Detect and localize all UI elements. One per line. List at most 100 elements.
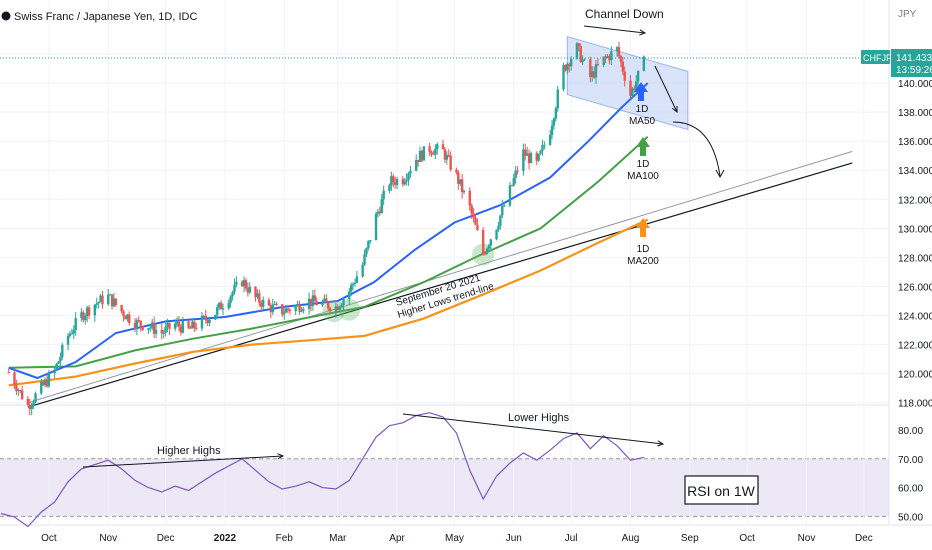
candle-bear bbox=[7, 372, 10, 374]
time-tick-label: 2022 bbox=[214, 533, 237, 544]
ma100-line bbox=[8, 136, 649, 369]
candle-bear bbox=[204, 315, 207, 320]
ma100-label-line1: 1D bbox=[637, 159, 650, 170]
candle-bull bbox=[382, 190, 385, 200]
candle-bear bbox=[474, 217, 477, 225]
candle-bear bbox=[460, 179, 464, 193]
price-tick-label: 136.000 bbox=[898, 137, 932, 148]
candle-bear bbox=[336, 306, 339, 310]
candle-bear bbox=[476, 224, 479, 230]
candle-bear bbox=[114, 298, 118, 306]
candle-bear bbox=[28, 404, 31, 410]
candle-bull bbox=[365, 248, 368, 255]
candle-bull bbox=[489, 239, 493, 246]
rsi-tick-label: 60.00 bbox=[898, 484, 923, 495]
candle-bear bbox=[468, 190, 471, 206]
time-tick-label: Sep bbox=[681, 533, 699, 544]
time-tick-label: Nov bbox=[99, 533, 117, 544]
ma50-up-arrow-icon bbox=[634, 82, 648, 101]
currency-label: JPY bbox=[898, 9, 917, 20]
candle-bull bbox=[208, 319, 211, 324]
candle-bear bbox=[309, 298, 313, 306]
ma50-line bbox=[8, 82, 649, 380]
candle-bull bbox=[415, 159, 418, 171]
candle-bull bbox=[112, 298, 116, 307]
candle-bull bbox=[32, 402, 35, 406]
candle-bull bbox=[323, 298, 326, 303]
candle-bull bbox=[499, 215, 502, 226]
candle-bull bbox=[340, 305, 343, 307]
candle-bull bbox=[233, 284, 236, 293]
candle-bull bbox=[583, 59, 586, 61]
parallel-trendline bbox=[27, 150, 853, 404]
price-badge-countdown: 13:59:26 bbox=[896, 65, 932, 76]
candle-bull bbox=[508, 185, 512, 206]
time-tick-label: Dec bbox=[157, 533, 175, 544]
candle-bull bbox=[135, 320, 139, 330]
price-tick-label: 124.000 bbox=[898, 312, 932, 323]
candle-bull bbox=[353, 282, 357, 284]
candle-bear bbox=[589, 59, 592, 78]
candle-bear bbox=[516, 170, 519, 172]
candle-bear bbox=[246, 288, 250, 293]
candle-bear bbox=[313, 295, 317, 302]
candle-bull bbox=[72, 330, 75, 334]
candle-bear bbox=[416, 159, 420, 162]
candle-bull bbox=[59, 356, 62, 362]
candle-bull bbox=[436, 144, 439, 149]
candle-bull bbox=[216, 307, 219, 315]
candle-bear bbox=[139, 320, 142, 326]
rsi-line bbox=[0, 412, 645, 528]
candle-bear bbox=[455, 169, 458, 173]
candle-bear bbox=[327, 302, 330, 309]
candle-bull bbox=[390, 176, 393, 186]
lower-highs-label: Lower Highs bbox=[508, 412, 570, 424]
candle-bull bbox=[273, 303, 276, 305]
candle-bear bbox=[472, 213, 475, 218]
candle-bear bbox=[604, 56, 607, 58]
candle-bull bbox=[294, 305, 297, 312]
candle-bull bbox=[302, 308, 305, 311]
candle-bear bbox=[20, 390, 24, 400]
candle-bull bbox=[84, 315, 87, 321]
candle-bear bbox=[240, 281, 244, 287]
price-tick-label: 134.000 bbox=[898, 166, 932, 177]
candle-bull bbox=[43, 379, 47, 386]
candle-bull bbox=[200, 316, 204, 329]
candle-bear bbox=[393, 182, 397, 185]
candle-bear bbox=[275, 303, 278, 305]
candle-bear bbox=[137, 320, 141, 322]
candle-bear bbox=[392, 176, 395, 183]
candle-bear bbox=[447, 155, 450, 157]
candle-bull bbox=[418, 150, 422, 162]
candle-bear bbox=[483, 253, 487, 255]
candle-bull bbox=[149, 327, 152, 329]
candle-bear bbox=[133, 322, 137, 330]
candle-bull bbox=[191, 321, 194, 329]
candle-bear bbox=[288, 309, 292, 312]
price-tick-label: 132.000 bbox=[898, 195, 932, 206]
candle-bull bbox=[166, 322, 169, 327]
candle-bear bbox=[568, 64, 571, 67]
time-tick-label: May bbox=[445, 533, 464, 544]
candle-bear bbox=[328, 308, 332, 312]
candle-bear bbox=[269, 305, 273, 313]
candle-bull bbox=[284, 308, 288, 313]
candle-bull bbox=[271, 304, 274, 313]
higher-lows-trendline bbox=[27, 162, 853, 408]
candle-bull bbox=[380, 199, 383, 214]
price-tick-label: 128.000 bbox=[898, 253, 932, 264]
candle-bear bbox=[254, 286, 257, 297]
price-tick-label: 126.000 bbox=[898, 282, 932, 293]
candle-bull bbox=[562, 65, 565, 90]
candle-bull bbox=[283, 312, 286, 315]
candle-bear bbox=[120, 305, 123, 312]
candle-bull bbox=[57, 361, 60, 364]
candle-bull bbox=[74, 318, 77, 331]
ma200-label: 1D MA200 bbox=[627, 244, 659, 267]
candle-bull bbox=[602, 56, 605, 65]
ma100-label-line2: MA100 bbox=[627, 171, 659, 182]
price-tick-label: 122.000 bbox=[898, 341, 932, 352]
candle-bull bbox=[351, 283, 355, 285]
